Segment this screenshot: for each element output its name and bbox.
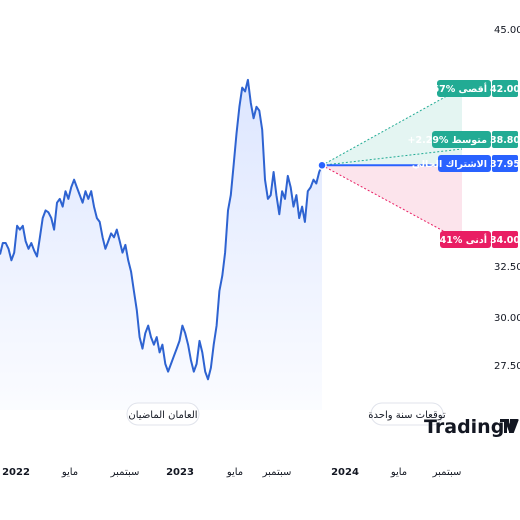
forecast-average-pct: +2.29% متوسط <box>408 135 488 146</box>
forecast-low-pct: -10.41% أدنى <box>419 233 487 246</box>
forecast-low-line <box>321 164 463 242</box>
forecast-high-line <box>321 87 463 166</box>
forecast-period-label: توقعات سنة واحدة <box>368 410 446 421</box>
tradingview-logo: TradingView <box>424 416 520 438</box>
x-tick-label: 2022 <box>2 467 30 478</box>
tradingview-logo-text: TradingView <box>424 416 520 438</box>
x-tick-label: 2023 <box>166 467 194 478</box>
x-tick-label: سبتمبر <box>110 467 140 478</box>
forecast-high-value: 42.00 <box>490 84 520 95</box>
tradingview-mark-icon <box>500 419 518 433</box>
current-price-dot <box>317 160 327 171</box>
x-tick-label: مايو <box>226 467 243 478</box>
forecast-low-tag: -10.41% أدنى 34.00 <box>419 231 520 248</box>
forecast-downside-zone <box>322 165 462 242</box>
x-tick-label: مايو <box>390 467 407 478</box>
past-period-pill: العامان الماضيان <box>126 402 200 426</box>
forecast-average-value: 38.80 <box>490 135 520 146</box>
x-tick-label: سبتمبر <box>262 467 292 478</box>
forecast-average-line <box>321 148 463 166</box>
forecast-average-tag: +2.29% متوسط 38.80 <box>408 131 520 148</box>
forecast-low-value: 34.00 <box>490 235 520 246</box>
y-tick-label: 45.00 <box>494 25 520 36</box>
y-tick-label: 30.00 <box>494 313 520 324</box>
price-line <box>0 78 323 381</box>
x-tick-label: مايو <box>61 467 78 478</box>
forecast-period-pill: توقعات سنة واحدة <box>368 402 446 426</box>
current-price-value: 37.95 <box>490 159 520 170</box>
y-tick-label: 27.50 <box>494 361 520 372</box>
current-price-tag: الاشتراك الحالي 37.95 <box>412 155 520 172</box>
forecast-high-tag: +10.67% أقصى 42.00 <box>408 80 520 97</box>
x-tick-label: 2024 <box>331 467 359 478</box>
current-price-tag-label: الاشتراك الحالي <box>412 159 487 170</box>
y-tick-label: 32.50 <box>494 262 520 273</box>
forecast-high-pct: +10.67% أقصى <box>408 82 487 95</box>
past-period-label: العامان الماضيان <box>128 410 197 421</box>
x-tick-label: سبتمبر <box>432 467 462 478</box>
price-area <box>0 79 322 411</box>
